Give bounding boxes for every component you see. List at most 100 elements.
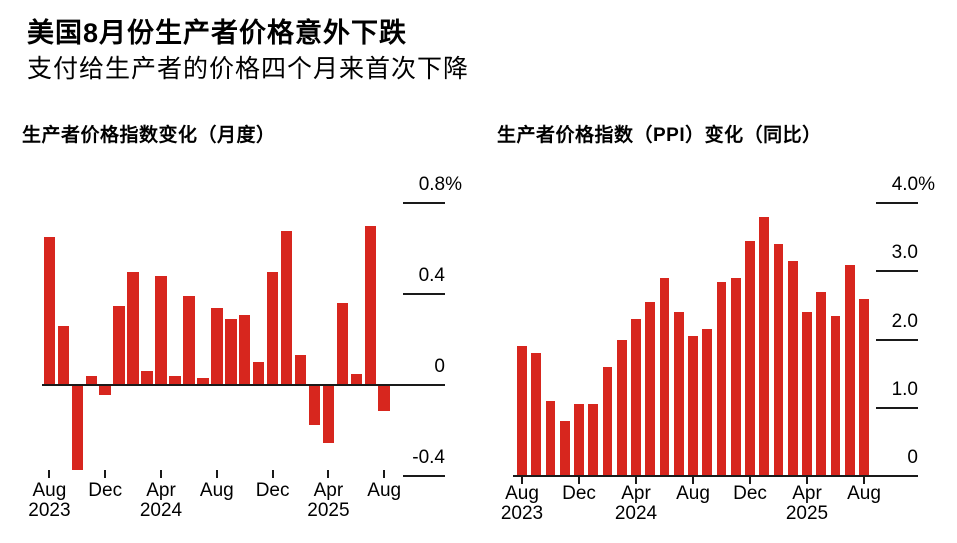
x-axis-year-label: 2024 — [614, 503, 658, 524]
page-title: 美国8月份生产者价格意外下跌 — [27, 18, 408, 48]
x-axis-tick — [104, 470, 107, 478]
y-axis-label: 4.0% — [891, 174, 935, 196]
x-axis-month-label: Aug — [505, 483, 539, 504]
bar-dec-2023 — [574, 404, 584, 476]
bar-aug-2023 — [43, 237, 56, 385]
y-axis-label: 0 — [907, 447, 918, 468]
bar-jul-2024 — [673, 312, 684, 476]
x-axis-tick — [48, 470, 51, 478]
bar-aug-2025 — [378, 386, 390, 411]
x-axis-year-label: 2023 — [28, 500, 71, 521]
bar-nov-2023 — [559, 421, 570, 476]
y-gridline-tick — [403, 474, 445, 477]
bar-aug-2024 — [211, 307, 223, 385]
bar-aug-2024 — [688, 336, 698, 476]
y-axis-label: 0 — [434, 356, 445, 377]
x-axis-tick — [327, 470, 330, 478]
x-axis-tick — [160, 470, 162, 478]
y-axis-label: 3.0 — [891, 242, 918, 264]
bar-oct-2024 — [238, 314, 251, 385]
y-axis-label: 1.0 — [891, 378, 918, 400]
x-axis-year-label: 2024 — [139, 500, 183, 521]
zero-axis-line — [42, 384, 445, 386]
bar-jul-2025 — [844, 264, 855, 476]
y-gridline-tick — [876, 338, 918, 341]
bar-may-2025 — [816, 291, 827, 476]
x-axis-month-label: Dec — [255, 480, 290, 501]
bar-oct-2024 — [716, 281, 727, 476]
bar-nov-2024 — [252, 362, 265, 385]
x-axis-year-label: 2023 — [500, 503, 544, 524]
y-gridline-tick — [876, 270, 918, 273]
y-gridline-tick — [876, 202, 918, 205]
bar-jan-2024 — [113, 305, 125, 385]
x-axis-month-label: Aug — [367, 480, 402, 501]
x-axis-month-label: Aug — [676, 483, 710, 504]
x-axis-month-label: Aug — [199, 480, 234, 501]
bar-sep-2024 — [702, 329, 713, 476]
bar-nov-2023 — [85, 375, 97, 385]
bar-feb-2024 — [602, 366, 613, 476]
bar-mar-2024 — [141, 371, 153, 385]
x-axis-tick — [749, 477, 751, 484]
x-axis-month-label: Dec — [88, 480, 123, 501]
x-axis-tick — [692, 477, 694, 484]
bar-feb-2024 — [127, 271, 139, 385]
bar-feb-2025 — [294, 355, 307, 385]
bar-mar-2024 — [616, 339, 627, 476]
bar-jan-2024 — [588, 404, 599, 476]
bar-sep-2024 — [225, 319, 237, 385]
chart-title-yoy: 生产者价格指数（PPI）变化（同比） — [497, 125, 822, 146]
x-axis-tick — [521, 477, 523, 484]
x-axis-tick — [578, 477, 580, 484]
chart-title-monthly: 生产者价格指数变化（月度） — [22, 125, 276, 146]
bar-aug-2025 — [859, 298, 869, 476]
y-axis-label: 2.0 — [891, 310, 918, 332]
bar-jul-2025 — [364, 226, 376, 385]
y-axis-label: -0.4 — [412, 446, 445, 468]
bar-mar-2025 — [308, 386, 321, 425]
bar-may-2024 — [169, 375, 181, 385]
bar-mar-2025 — [787, 261, 798, 476]
y-gridline-tick — [876, 406, 918, 409]
bar-oct-2023 — [71, 386, 84, 470]
x-axis-month-label: Aug — [32, 480, 67, 501]
x-axis-month-label: Aug — [847, 483, 881, 504]
bar-may-2024 — [645, 302, 656, 476]
x-axis-year-label: 2025 — [785, 503, 829, 524]
bar-dec-2023 — [99, 386, 111, 396]
bar-jan-2025 — [280, 230, 293, 385]
bar-may-2025 — [336, 303, 349, 385]
bar-jun-2025 — [350, 373, 363, 385]
x-axis-tick — [215, 470, 218, 478]
x-axis-tick — [635, 477, 637, 484]
bar-aug-2023 — [517, 346, 527, 476]
bar-jun-2024 — [659, 278, 670, 476]
zero-axis-line — [513, 475, 918, 477]
x-axis-tick — [806, 477, 808, 484]
bar-jan-2025 — [759, 216, 770, 476]
bar-apr-2025 — [802, 312, 812, 476]
x-axis-year-label: 2025 — [307, 500, 350, 521]
x-axis-tick — [271, 470, 274, 478]
y-gridline-tick — [403, 293, 445, 296]
bar-apr-2025 — [322, 386, 335, 443]
bar-apr-2024 — [155, 276, 167, 385]
x-axis-month-label: Apr — [621, 483, 651, 504]
x-axis-month-label: Apr — [313, 480, 344, 501]
bar-oct-2023 — [545, 400, 556, 476]
bar-sep-2023 — [57, 325, 70, 385]
bar-feb-2025 — [773, 244, 784, 476]
x-axis-month-label: Dec — [562, 483, 596, 504]
x-axis-tick — [383, 470, 386, 478]
y-axis-label: 0.8% — [418, 174, 462, 196]
x-axis-month-label: Dec — [733, 483, 767, 504]
bar-jul-2024 — [197, 378, 209, 385]
bar-apr-2024 — [631, 319, 641, 476]
x-axis-month-label: Apr — [146, 480, 176, 501]
y-axis-label: 0.4 — [418, 265, 445, 287]
bar-dec-2024 — [266, 271, 279, 385]
